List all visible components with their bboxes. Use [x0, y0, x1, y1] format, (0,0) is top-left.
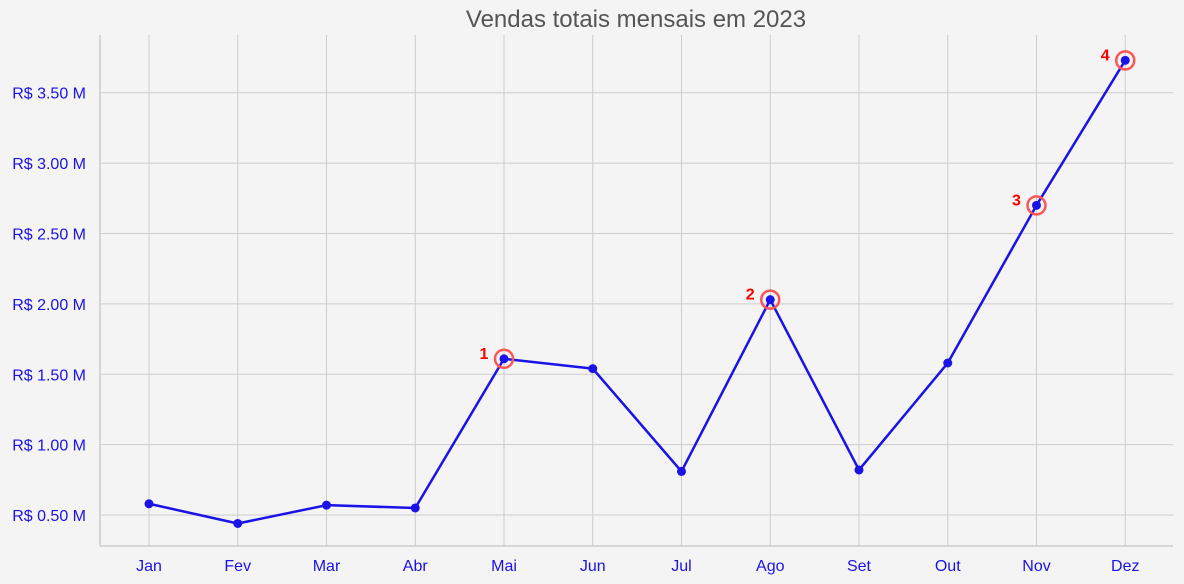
x-tick-label: Jun: [580, 558, 606, 575]
y-tick-label: R$ 0.50 M: [12, 508, 86, 525]
x-tick-label: Dez: [1111, 558, 1139, 575]
data-point-fev: [233, 518, 243, 528]
data-point-jun: [588, 364, 598, 374]
y-tick-label: R$ 2.50 M: [12, 226, 86, 243]
grid: [100, 35, 1173, 546]
x-tick-label: Jul: [671, 558, 691, 575]
y-tick-label: R$ 3.50 M: [12, 86, 86, 103]
x-tick-label: Mai: [491, 558, 517, 575]
annotation-label: 4: [1101, 47, 1110, 64]
data-point-mai: [499, 354, 509, 364]
annotation-label: 2: [746, 287, 755, 304]
highlight-ring: [1115, 50, 1136, 71]
x-tick-label: Fev: [224, 558, 251, 575]
y-tick-label: R$ 2.00 M: [12, 297, 86, 314]
data-point-nov: [1032, 200, 1041, 210]
x-tick-label: Out: [935, 558, 961, 575]
annotation-label: 3: [1012, 192, 1021, 209]
annotations: 1 2 3 4: [480, 47, 1136, 370]
highlight-ring: [1026, 195, 1047, 216]
x-tick-label: Abr: [403, 558, 429, 575]
axes: [99, 35, 1173, 547]
x-tick-label: Ago: [756, 558, 785, 575]
data-point-set: [854, 465, 864, 475]
annotation-label: 1: [480, 346, 489, 363]
series-line: [148, 59, 1127, 525]
data-point-jul: [677, 466, 686, 476]
x-tick-label: Nov: [1022, 558, 1050, 575]
x-tick-label: Jan: [136, 558, 162, 575]
y-tick-label: R$ 3.00 M: [12, 156, 86, 173]
series: [144, 55, 1130, 528]
data-point-ago: [765, 295, 775, 305]
highlight-ring: [493, 348, 515, 370]
chart-title: Vendas totais mensais em 2023: [466, 6, 806, 33]
data-point-mar: [322, 500, 331, 510]
y-tick-label: R$ 1.50 M: [12, 367, 86, 384]
data-point-dez: [1120, 55, 1130, 65]
highlight-ring: [760, 289, 781, 310]
data-point-jan: [144, 499, 154, 509]
data-point-abr: [410, 503, 420, 513]
x-tick-label: Mar: [313, 558, 341, 575]
data-point-out: [943, 358, 953, 368]
y-tick-label: R$ 1.00 M: [12, 438, 86, 455]
x-tick-label: Set: [847, 558, 872, 575]
tick-labels: Jan Fev Mar Abr Mai Jun Jul Ago Set Out Nov Dez R$ 0…: [12, 86, 1139, 575]
